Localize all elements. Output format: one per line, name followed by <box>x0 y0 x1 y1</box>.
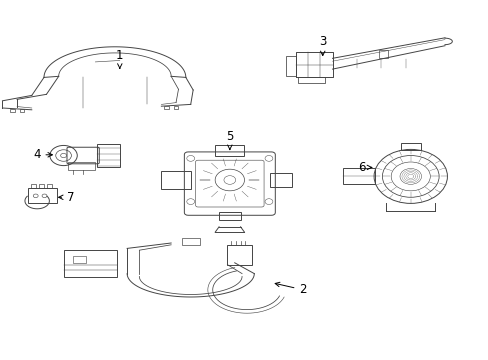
Text: 6: 6 <box>357 161 371 174</box>
Text: 2: 2 <box>275 282 306 296</box>
Text: 4: 4 <box>33 148 52 161</box>
Text: 7: 7 <box>59 191 75 204</box>
Text: 1: 1 <box>116 49 123 68</box>
Text: 5: 5 <box>225 130 233 149</box>
Text: 3: 3 <box>318 35 326 55</box>
